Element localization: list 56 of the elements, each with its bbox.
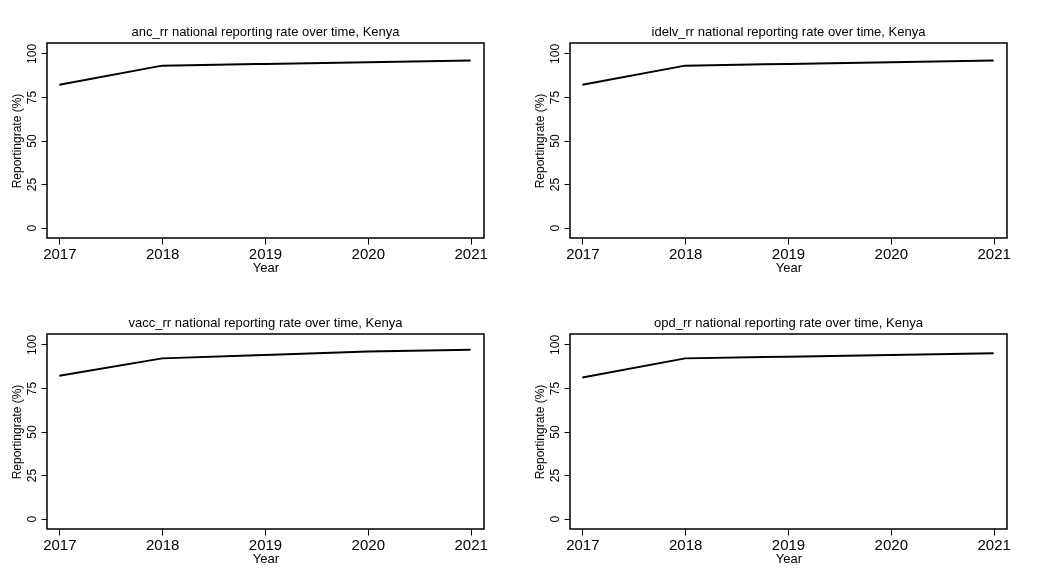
x-tick-label: 2019	[248, 244, 283, 262]
y-tick-label: 100	[24, 43, 39, 64]
chart-title: vacc_rr national reporting rate over time, Kenya	[128, 315, 404, 330]
x-tick-label: 2019	[771, 535, 806, 553]
y-tick-label: 100	[547, 43, 562, 64]
chart-title: anc_rr national reporting rate over time, Kenya	[131, 24, 401, 39]
x-axis-title: Year	[252, 550, 280, 566]
x-tick-label: 2020	[874, 535, 908, 553]
x-tick-label: 2018	[668, 535, 703, 553]
y-tick-label: 75	[24, 381, 39, 396]
x-tick-label: 2019	[771, 244, 806, 262]
line-series	[58, 59, 472, 86]
y-axis-title: Reportingrate (%)	[9, 93, 24, 189]
x-tick-label: 2020	[351, 535, 385, 553]
x-tick-label: 2020	[874, 244, 908, 262]
x-tick-label: 2017	[43, 244, 77, 262]
x-tick-label: 2019	[248, 535, 283, 553]
y-tick-label: 25	[547, 177, 562, 192]
x-tick-label: 2021	[977, 244, 1011, 262]
y-tick-label: 50	[547, 134, 562, 148]
x-tick-label: 2018	[145, 535, 180, 553]
y-tick-label: 0	[547, 224, 562, 232]
x-axis-title: Year	[775, 259, 803, 275]
x-tick-label: 2021	[454, 535, 488, 553]
x-axis-title: Year	[252, 259, 280, 275]
y-tick-label: 25	[24, 177, 39, 192]
line-series	[581, 59, 995, 86]
y-tick-label: 25	[547, 468, 562, 483]
x-tick-label: 2018	[145, 244, 180, 262]
y-tick-label: 25	[24, 468, 39, 483]
chart-title: idelv_rr national reporting rate over time, Kenya	[651, 24, 927, 39]
y-tick-label: 100	[24, 334, 39, 355]
line-series	[581, 352, 995, 379]
y-tick-label: 50	[547, 425, 562, 439]
y-tick-label: 0	[24, 224, 39, 232]
x-tick-label: 2021	[454, 244, 488, 262]
y-tick-label: 50	[24, 134, 39, 148]
y-tick-label: 75	[24, 90, 39, 105]
line-series	[58, 348, 472, 377]
y-tick-label: 100	[547, 334, 562, 355]
y-axis-title: Reportingrate (%)	[532, 93, 547, 189]
x-axis-title: Year	[775, 550, 803, 566]
x-tick-label: 2017	[566, 244, 600, 262]
x-tick-label: 2020	[351, 244, 385, 262]
x-tick-label: 2021	[977, 535, 1011, 553]
y-tick-label: 75	[547, 381, 562, 396]
y-tick-label: 0	[547, 515, 562, 523]
x-tick-label: 2017	[43, 535, 77, 553]
y-tick-label: 0	[24, 515, 39, 523]
chart-title: opd_rr national reporting rate over time, Kenya	[654, 315, 924, 330]
y-tick-label: 50	[24, 425, 39, 439]
x-tick-label: 2017	[566, 535, 600, 553]
y-tick-label: 75	[547, 90, 562, 105]
y-axis-title: Reportingrate (%)	[9, 384, 24, 480]
x-tick-label: 2018	[668, 244, 703, 262]
y-axis-title: Reportingrate (%)	[532, 384, 547, 480]
